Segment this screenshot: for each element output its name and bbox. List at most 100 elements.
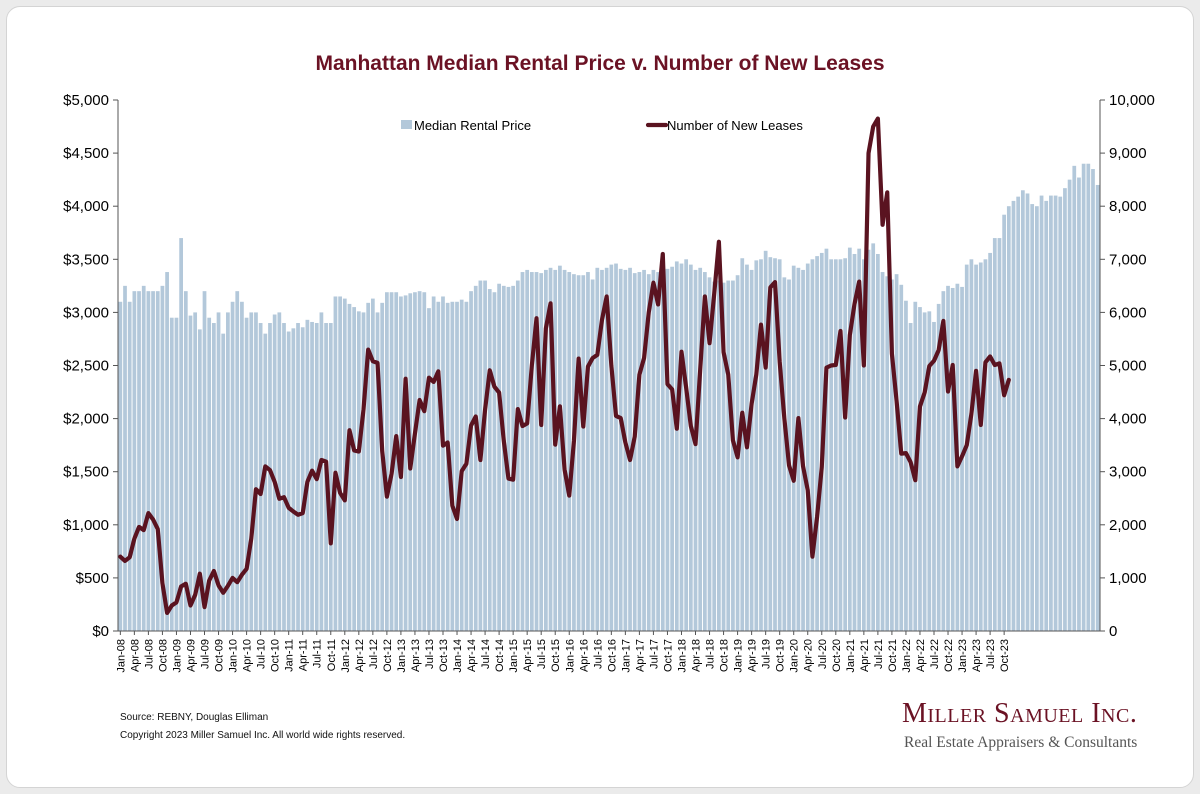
y-tick-label-left: $3,500 — [63, 251, 109, 268]
bar — [558, 265, 562, 631]
bar — [1086, 163, 1091, 631]
bar — [441, 296, 445, 631]
bar — [637, 272, 642, 631]
bar — [651, 269, 656, 631]
y-tick-label-right: 7,000 — [1109, 251, 1147, 268]
bar — [160, 285, 165, 631]
bar — [539, 273, 544, 631]
x-tick-label: Jan-20 — [789, 639, 801, 673]
bar — [501, 285, 506, 631]
bar — [595, 267, 600, 631]
bar — [983, 259, 988, 631]
bar — [773, 258, 777, 631]
bar — [740, 258, 745, 631]
bar — [581, 275, 586, 631]
bar — [333, 296, 338, 631]
x-tick-label: Jul-13 — [424, 639, 436, 669]
bar — [693, 269, 698, 631]
bar — [127, 301, 132, 631]
bar — [721, 282, 726, 631]
bar — [1006, 206, 1011, 631]
x-tick-label: Oct-08 — [157, 639, 169, 672]
bar — [310, 321, 314, 631]
x-tick-label: Jan-17 — [620, 639, 632, 673]
legend-swatch-median-rental-price — [401, 120, 412, 129]
bar — [1011, 200, 1016, 631]
x-tick-label: Jul-08 — [143, 639, 155, 669]
x-tick-label: Apr-16 — [578, 639, 590, 672]
x-tick-label: Oct-13 — [438, 639, 450, 672]
bar — [282, 323, 286, 631]
x-tick-label: Jul-10 — [256, 639, 268, 669]
legend-label-number-of-new-leases: Number of New Leases — [667, 118, 803, 133]
bar — [473, 285, 478, 631]
bar — [394, 292, 399, 631]
bar — [950, 287, 955, 631]
bar — [702, 272, 707, 631]
x-tick-label: Jul-19 — [761, 639, 773, 669]
bar — [838, 259, 843, 631]
bar — [1039, 195, 1044, 631]
bar — [922, 312, 927, 631]
y-tick-label-left: $5,000 — [63, 92, 109, 109]
bar — [520, 272, 525, 631]
x-tick-label: Oct-20 — [831, 639, 843, 672]
y-tick-label-left: $1,500 — [63, 464, 109, 481]
x-tick-label: Apr-22 — [915, 639, 927, 672]
x-tick-label: Apr-13 — [410, 639, 422, 672]
bar — [684, 259, 689, 631]
bar — [712, 281, 717, 631]
bar — [529, 272, 534, 631]
bar — [829, 259, 833, 631]
bar — [679, 263, 684, 631]
bar — [165, 272, 169, 631]
bar — [436, 301, 441, 631]
bar — [272, 314, 277, 631]
copyright-note: Copyright 2023 Miller Samuel Inc. All wo… — [120, 730, 406, 741]
x-tick-label: Jan-10 — [228, 639, 240, 673]
bar — [174, 317, 179, 631]
x-tick-label: Jan-21 — [845, 639, 857, 673]
bar — [197, 329, 202, 631]
bar — [768, 257, 773, 631]
bar — [123, 285, 127, 631]
bar — [202, 291, 207, 631]
bar — [506, 286, 511, 631]
bar — [777, 259, 782, 631]
bar — [1020, 190, 1025, 631]
bar — [1035, 206, 1039, 631]
x-tick-label: Jul-15 — [536, 639, 548, 669]
line-number-of-new-leases — [118, 116, 1011, 616]
y-tick-label-right: 3,000 — [1109, 464, 1147, 481]
y-tick-label-left: $2,500 — [63, 358, 109, 375]
bar — [969, 259, 974, 631]
x-tick-label: Jul-17 — [648, 639, 660, 669]
bar — [866, 249, 871, 632]
x-tick-label: Apr-14 — [466, 639, 478, 672]
bar — [1025, 193, 1030, 631]
bar — [904, 300, 908, 631]
source-note: Source: REBNY, Douglas Elliman — [120, 712, 269, 723]
bar — [221, 333, 226, 631]
bar — [342, 298, 347, 631]
x-tick-label: Apr-21 — [859, 639, 871, 672]
x-tick-label: Apr-09 — [185, 639, 197, 672]
bar — [553, 269, 558, 631]
y-tick-label-right: 2,000 — [1109, 517, 1147, 534]
x-tick-label: Apr-20 — [803, 639, 815, 672]
bar — [791, 265, 796, 631]
bar — [759, 259, 763, 631]
bar — [586, 272, 590, 631]
x-tick-label: Jul-23 — [985, 639, 997, 669]
bar — [188, 315, 193, 631]
x-tick-label: Jan-13 — [396, 639, 408, 673]
x-tick-label: Apr-15 — [522, 639, 534, 672]
bar — [857, 248, 862, 631]
bar — [118, 301, 123, 631]
bar — [988, 252, 992, 631]
bar — [604, 267, 609, 631]
bar — [193, 312, 198, 631]
bar — [665, 268, 670, 631]
x-tick-label: Oct-15 — [550, 639, 562, 672]
bar — [997, 238, 1002, 631]
